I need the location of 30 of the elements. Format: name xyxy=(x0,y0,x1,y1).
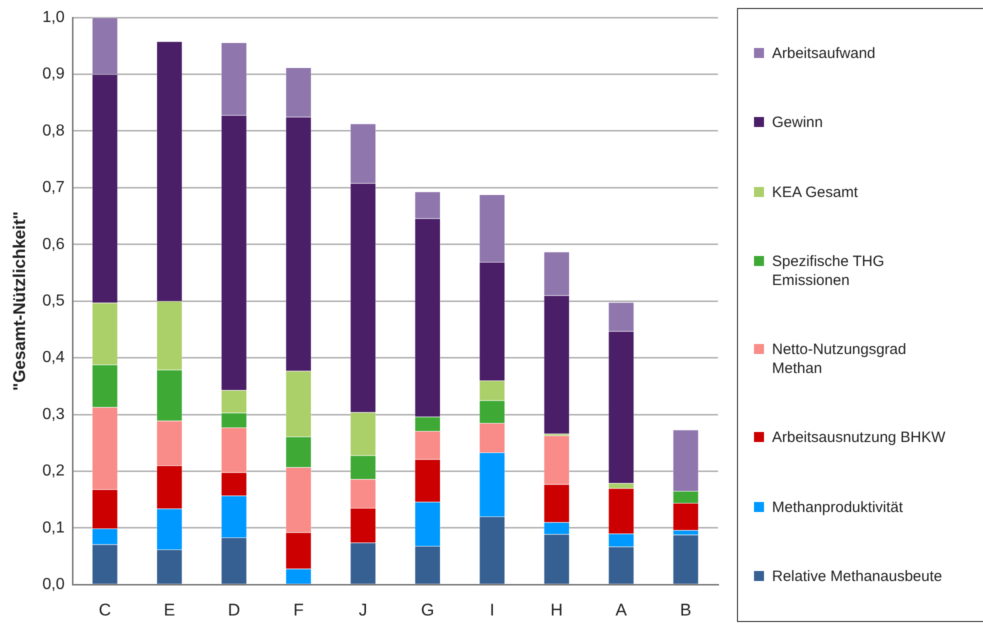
x-tick-label: H xyxy=(550,600,563,620)
legend-label: Spezifische THG Emissionen xyxy=(772,252,886,290)
y-tick-label: 0,7 xyxy=(42,179,65,196)
y-tick-label: 0,2 xyxy=(42,462,65,480)
legend-label: Methanproduktivität xyxy=(772,498,903,517)
x-tick-label: A xyxy=(616,600,628,620)
legend-label: Netto-Nutzungsgrad Methan xyxy=(772,340,908,378)
x-tick-label: I xyxy=(490,600,494,620)
y-tick-label: 1,0 xyxy=(42,9,65,26)
legend-label: Relative Methanausbeute xyxy=(772,566,942,586)
y-tick-label: 0,8 xyxy=(42,122,65,140)
x-tick-label: E xyxy=(164,600,176,620)
y-tick-label: 0,9 xyxy=(42,66,65,83)
y-tick-label: 0,0 xyxy=(42,576,65,594)
x-tick-label: B xyxy=(680,600,692,620)
x-tick-label: G xyxy=(420,600,434,620)
x-tick-label: F xyxy=(293,600,304,620)
x-tick-label: J xyxy=(358,600,368,620)
x-tick-label: C xyxy=(98,600,112,620)
legend-label: Arbeitsaufwand xyxy=(772,44,876,64)
legend-label: Gewinn xyxy=(772,113,823,132)
y-tick-label: 0,6 xyxy=(42,236,65,253)
y-axis-title: "Gesamt-Nützlichkeit" xyxy=(10,211,29,391)
y-tick-label: 0,4 xyxy=(42,349,65,366)
x-tick-label: D xyxy=(228,600,240,620)
legend-label: Arbeitsausnutzung BHKW xyxy=(772,428,946,448)
y-tick-label: 0,1 xyxy=(42,519,65,536)
legend-label: KEA Gesamt xyxy=(772,182,858,202)
y-tick-label: 0,5 xyxy=(42,292,65,310)
y-tick-label: 0,3 xyxy=(42,406,65,423)
